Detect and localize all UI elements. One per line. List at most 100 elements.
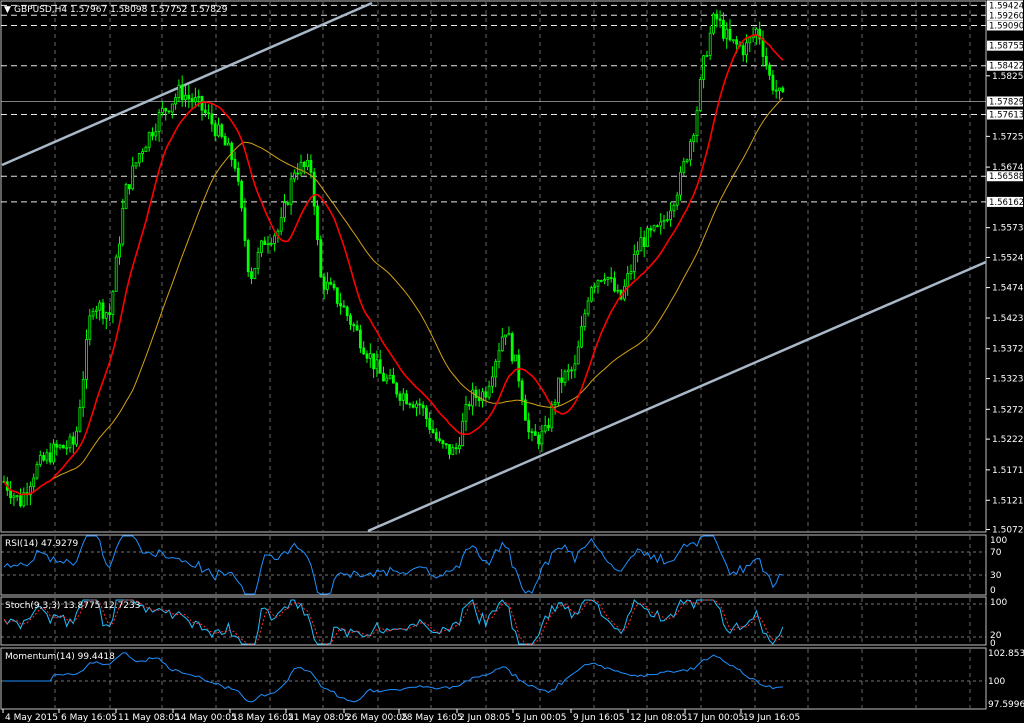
stoch-signal-line xyxy=(3,599,784,645)
candle-body xyxy=(537,435,540,445)
stoch-header: Stoch(9,3,3) 13.8775 12.7233 xyxy=(5,601,140,611)
time-tick-label: 18 May 16:05 xyxy=(232,713,294,723)
moving-averages xyxy=(3,34,784,496)
candle-body xyxy=(15,495,19,498)
candle-body xyxy=(62,444,65,449)
candle-body xyxy=(540,430,544,445)
candle-body xyxy=(543,425,547,432)
candle-body xyxy=(649,228,653,231)
momentum-tick-label: 97.5996 xyxy=(988,700,1024,710)
candle-body xyxy=(154,131,158,137)
candle-body xyxy=(530,431,534,434)
price-level-tag[interactable] xyxy=(987,60,1023,71)
price-level-tag[interactable] xyxy=(987,96,1023,107)
candle-body xyxy=(596,280,600,287)
candle-body xyxy=(385,377,389,382)
candle-body xyxy=(408,403,412,406)
candle-body xyxy=(702,55,705,80)
vertical-grid xyxy=(54,2,971,708)
indicator-lines xyxy=(3,535,784,703)
upper-trendline[interactable] xyxy=(1,1,373,167)
price-level-tag-label: 1.59090 xyxy=(989,21,1024,31)
candle-body xyxy=(28,485,32,496)
candle-body xyxy=(428,418,432,430)
price-level-tag[interactable] xyxy=(987,0,1023,11)
candle-body xyxy=(748,37,752,44)
price-level-tag[interactable] xyxy=(987,40,1023,51)
candle-body xyxy=(289,178,293,205)
trendlines[interactable] xyxy=(1,1,987,533)
candle-body xyxy=(177,84,181,98)
symbol-header: GBPUSD,H4 1.57967 1.58098 1.57752 1.5782… xyxy=(14,5,228,15)
candle-body xyxy=(444,443,448,446)
rsi-header: RSI(14) 47.9279 xyxy=(5,539,78,549)
candle-body xyxy=(778,87,781,91)
candle-body xyxy=(731,39,735,42)
candle-body xyxy=(533,431,537,436)
momentum-pane-frame xyxy=(0,647,987,710)
time-tick-label: 28 May 16:05 xyxy=(401,713,463,723)
candle-body xyxy=(382,372,385,382)
candle-body xyxy=(761,38,765,57)
candle-body xyxy=(345,306,349,317)
candle-body xyxy=(593,285,597,288)
candle-body xyxy=(193,97,197,103)
candle-body xyxy=(352,324,356,327)
candle-body xyxy=(689,141,692,161)
candle-body xyxy=(665,219,669,222)
candle-body xyxy=(771,74,775,91)
price-tick-label: 1.52225 xyxy=(992,435,1024,445)
candle-body xyxy=(576,346,580,365)
candle-body xyxy=(722,19,725,39)
candle-body xyxy=(269,243,273,245)
price-tick-label: 1.55240 xyxy=(992,253,1024,263)
candle-body xyxy=(656,225,659,228)
candle-body xyxy=(675,194,679,206)
candle-body xyxy=(78,407,82,432)
candle-body xyxy=(517,354,521,382)
candle-body xyxy=(372,353,376,370)
price-tick-label: 1.54235 xyxy=(992,314,1024,324)
price-level-tag[interactable] xyxy=(987,10,1023,21)
candle-body xyxy=(81,379,85,408)
chart-menu-arrow-icon[interactable]: ▼ xyxy=(4,5,11,15)
candle-body xyxy=(292,172,296,180)
candle-body xyxy=(560,377,564,383)
slow-moving-average xyxy=(3,97,784,496)
candle-body xyxy=(98,302,102,311)
lower-trendline[interactable] xyxy=(367,260,987,533)
price-level-tag[interactable] xyxy=(987,171,1023,182)
stoch-tick-label: 100 xyxy=(990,598,1007,608)
candle-body xyxy=(421,404,425,409)
rsi-tick-label: 70 xyxy=(990,548,1002,558)
candle-body xyxy=(358,329,362,349)
price-level-tag[interactable] xyxy=(987,20,1023,31)
candle-body xyxy=(203,109,207,114)
candle-body xyxy=(497,350,501,362)
candle-body xyxy=(65,447,69,450)
candle-body xyxy=(636,250,639,255)
candle-body xyxy=(190,98,194,103)
candle-body xyxy=(319,239,323,278)
candle-body xyxy=(197,95,201,98)
candle-body xyxy=(309,159,313,173)
price-tick-label: 1.53725 xyxy=(992,345,1024,355)
candle-body xyxy=(108,312,111,316)
candle-body xyxy=(273,235,277,244)
candle-body xyxy=(484,391,488,398)
time-tick-label: 4 May 2015 xyxy=(5,713,58,723)
candle-body xyxy=(570,369,573,372)
candle-body xyxy=(322,276,326,290)
momentum-tick-label: 100 xyxy=(988,677,1005,687)
candle-body xyxy=(134,162,138,167)
candle-body xyxy=(662,220,666,223)
candle-body xyxy=(349,315,352,325)
candle-body xyxy=(487,385,491,398)
price-level-tag[interactable] xyxy=(987,109,1023,120)
candle-body xyxy=(481,391,484,402)
horizontal-levels[interactable] xyxy=(1,4,986,203)
rsi-line xyxy=(3,535,783,595)
candle-body xyxy=(19,495,22,507)
price-level-tag[interactable] xyxy=(987,196,1023,207)
